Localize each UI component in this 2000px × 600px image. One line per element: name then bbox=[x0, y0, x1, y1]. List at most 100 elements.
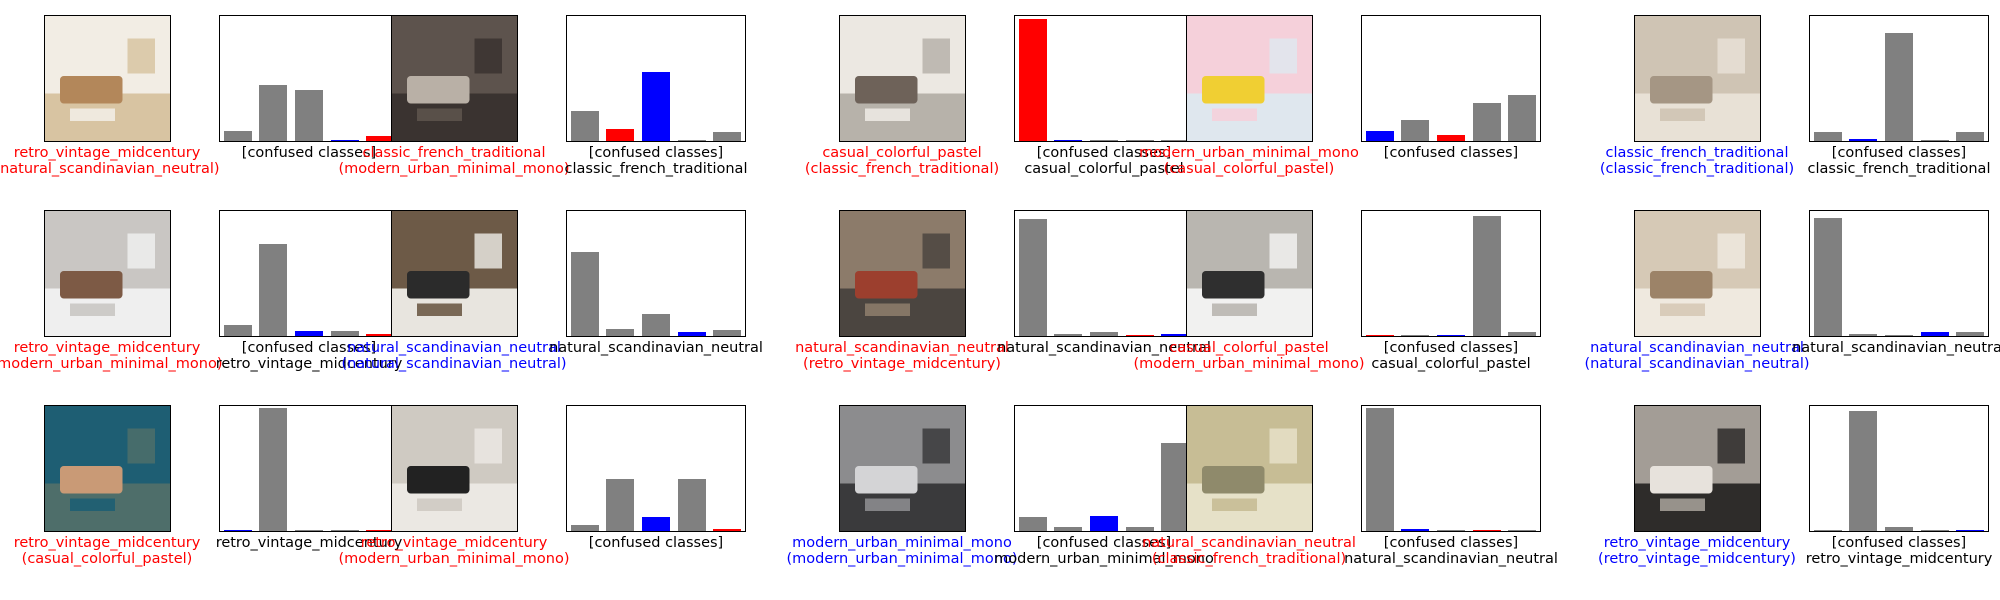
bar-modern-urban-minimal-mono bbox=[1090, 139, 1118, 141]
true-label: (classic_french_traditional) bbox=[1599, 161, 1795, 177]
plot-subtitle: classic_french_traditional bbox=[564, 161, 748, 177]
predicted-label: modern_urban_minimal_mono bbox=[1139, 145, 1359, 161]
image-caption: natural_scandinavian_neutral (classic_fre… bbox=[1129, 535, 1369, 567]
bar-casual-colorful-pastel bbox=[1365, 131, 1394, 141]
bar-casual-colorful-pastel bbox=[223, 131, 252, 141]
probability-bar-chart bbox=[219, 15, 399, 142]
predicted-label: casual_colorful_pastel bbox=[1169, 340, 1329, 356]
probability-bar-chart bbox=[566, 210, 746, 337]
predicted-label: retro_vintage_midcentury bbox=[13, 535, 201, 551]
grey-lounge-photo bbox=[45, 211, 170, 336]
plot-caption: retro_vintage_midcentury bbox=[189, 535, 429, 551]
plot-title: [confused classes] bbox=[241, 340, 377, 356]
mirror-hallway-photo bbox=[392, 211, 517, 336]
room-thumbnail bbox=[391, 210, 518, 337]
french-salon-photo bbox=[1187, 406, 1312, 531]
bar-classic-french-traditional bbox=[259, 244, 288, 336]
probability-bar-chart bbox=[1809, 15, 1989, 142]
bar-classic-french-traditional bbox=[606, 478, 635, 531]
predicted-label: modern_urban_minimal_mono bbox=[792, 535, 1012, 551]
plot-caption: [confused classes] classic_french_traditi… bbox=[1779, 145, 2000, 177]
plot-title: [confused classes] bbox=[1383, 145, 1519, 161]
bar-casual-colorful-pastel bbox=[223, 324, 252, 336]
true-label: (modern_urban_minimal_mono) bbox=[1133, 356, 1365, 372]
bar-casual-colorful-pastel bbox=[1365, 334, 1394, 336]
bar-classic-french-traditional bbox=[1054, 333, 1083, 336]
image-caption: retro_vintage_midcentury (casual_colorful… bbox=[0, 535, 227, 567]
bar-casual-colorful-pastel bbox=[1018, 517, 1047, 531]
plot-subtitle: natural_scandinavian_neutral bbox=[1792, 340, 2000, 356]
bar-casual-colorful-pastel bbox=[1813, 218, 1842, 336]
bar-natural-scandinavian-neutral bbox=[330, 139, 359, 141]
plot-title: [confused classes] bbox=[1831, 145, 1967, 161]
true-label: (modern_urban_minimal_mono) bbox=[786, 551, 1018, 567]
bar-retro-vintage-midcentury bbox=[1161, 140, 1190, 141]
dining-room-photo bbox=[840, 16, 965, 141]
bar-natural-scandinavian-neutral bbox=[1472, 530, 1501, 531]
bar-casual-colorful-pastel bbox=[1018, 19, 1047, 141]
plot-title: [confused classes] bbox=[1383, 535, 1519, 551]
room-thumbnail bbox=[1634, 15, 1761, 142]
room-thumbnail bbox=[839, 405, 966, 532]
probability-bar-chart bbox=[1361, 15, 1541, 142]
bookshelf-photo bbox=[1635, 16, 1760, 141]
image-caption: casual_colorful_pastel (modern_urban_mini… bbox=[1129, 340, 1369, 372]
bedroom-photo bbox=[392, 16, 517, 141]
bar-classic-french-traditional bbox=[1401, 119, 1430, 141]
image-caption: casual_colorful_pastel (classic_french_tr… bbox=[782, 145, 1022, 177]
room-thumbnail bbox=[1186, 405, 1313, 532]
teal-lounge-photo bbox=[45, 406, 170, 531]
plot-caption: [confused classes] casual_colorful_pastel bbox=[1331, 340, 1571, 372]
bar-modern-urban-minimal-mono bbox=[1437, 134, 1465, 141]
dark-sectional-photo bbox=[840, 406, 965, 531]
bar-natural-scandinavian-neutral bbox=[1920, 332, 1949, 336]
plot-caption: natural_scandinavian_neutral bbox=[984, 340, 1224, 356]
white-living-room-photo bbox=[1187, 211, 1312, 336]
bar-casual-colorful-pastel bbox=[1018, 219, 1047, 336]
bar-retro-vintage-midcentury bbox=[713, 132, 742, 141]
bar-natural-scandinavian-neutral bbox=[677, 332, 706, 336]
predicted-label: casual_colorful_pastel bbox=[822, 145, 982, 161]
living-room-photo bbox=[45, 16, 170, 141]
room-thumbnail bbox=[839, 210, 966, 337]
plot-subtitle: modern_urban_minimal_mono bbox=[994, 551, 1214, 567]
bar-modern-urban-minimal-mono bbox=[295, 331, 323, 336]
bar-modern-urban-minimal-mono bbox=[642, 517, 670, 531]
bar-classic-french-traditional bbox=[259, 408, 288, 531]
true-label: (natural_scandinavian_neutral) bbox=[341, 356, 567, 372]
true-label: (modern_urban_minimal_mono) bbox=[338, 161, 570, 177]
plot-subtitle: classic_french_traditional bbox=[1807, 161, 1991, 177]
bar-classic-french-traditional bbox=[1849, 333, 1878, 336]
bar-classic-french-traditional bbox=[1849, 410, 1878, 531]
true-label: (casual_colorful_pastel) bbox=[21, 551, 193, 567]
probability-bar-chart bbox=[1014, 405, 1194, 532]
plot-subtitle: retro_vintage_midcentury bbox=[215, 535, 403, 551]
plot-caption: [confused classes] casual_colorful_pastel bbox=[984, 145, 1224, 177]
bar-classic-french-traditional bbox=[1401, 528, 1430, 531]
room-thumbnail bbox=[1186, 210, 1313, 337]
plot-title: [confused classes] bbox=[241, 145, 377, 161]
probability-bar-chart bbox=[1361, 405, 1541, 532]
plot-subtitle: casual_colorful_pastel bbox=[1371, 356, 1531, 372]
bar-modern-urban-minimal-mono bbox=[1090, 516, 1118, 531]
bar-classic-french-traditional bbox=[1401, 334, 1430, 336]
predicted-label: retro_vintage_midcentury bbox=[13, 145, 201, 161]
probability-bar-chart bbox=[1809, 210, 1989, 337]
bar-natural-scandinavian-neutral bbox=[1472, 102, 1501, 141]
probability-bar-chart bbox=[1014, 210, 1194, 337]
image-caption: classic_french_traditional (modern_urban_… bbox=[334, 145, 574, 177]
bar-casual-colorful-pastel bbox=[1365, 408, 1394, 531]
plot-caption: [confused classes] bbox=[536, 535, 776, 551]
pastel-living-room-photo bbox=[1187, 16, 1312, 141]
predicted-label: classic_french_traditional bbox=[362, 145, 546, 161]
image-caption: classic_french_traditional (classic_frenc… bbox=[1577, 145, 1817, 177]
plot-caption: [confused classes] classic_french_traditi… bbox=[536, 145, 776, 177]
plot-caption: natural_scandinavian_neutral bbox=[1779, 340, 2000, 356]
dark-chair-photo bbox=[1635, 406, 1760, 531]
image-caption: retro_vintage_midcentury (natural_scandin… bbox=[0, 145, 227, 177]
probability-bar-chart bbox=[566, 405, 746, 532]
true-label: (casual_colorful_pastel) bbox=[1163, 161, 1335, 177]
bar-natural-scandinavian-neutral bbox=[677, 139, 706, 141]
bar-classic-french-traditional bbox=[606, 128, 635, 141]
bar-modern-urban-minimal-mono bbox=[642, 313, 670, 336]
